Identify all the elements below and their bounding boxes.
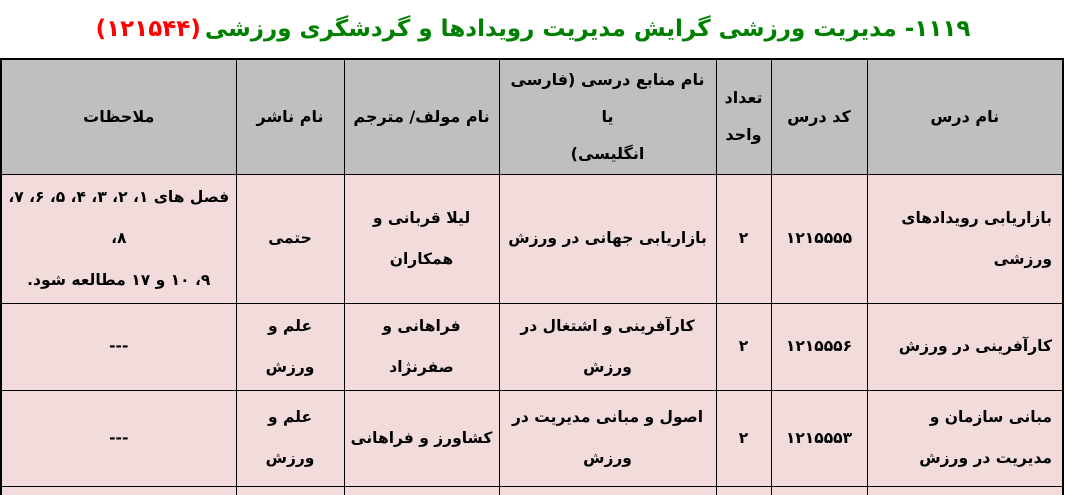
page-title-code: (۱۲۱۵۴۴) bbox=[95, 16, 201, 42]
cell-publisher: دانشگاه پیام نور bbox=[235, 485, 345, 495]
column-header-course-name: نام درس bbox=[866, 58, 1064, 176]
cell-publisher: علم و ورزش bbox=[235, 389, 345, 487]
page-title: ۱۱۱۹- مدیریت ورزشی گرایش مدیریت رویدادها… bbox=[0, 0, 1066, 58]
table-row: کارآفرینی در ورزش ۱۲۱۵۵۵۶ ۲ کارآفرینی و … bbox=[0, 302, 1064, 391]
cell-resource: بازاریابی جهانی در ورزش bbox=[498, 174, 717, 304]
cell-course-name: بازاریابی رویدادهای ورزشی bbox=[866, 174, 1064, 304]
column-header-units: تعداد واحد bbox=[715, 58, 772, 176]
cell-resource: روش تحقیق در تربیت بدنی bbox=[498, 485, 717, 495]
cell-course-name: کارآفرینی در ورزش bbox=[866, 302, 1064, 391]
cell-notes: --- bbox=[0, 302, 237, 391]
cell-notes: فصل های ۱، ۲، ۳، ۵، ۶، ۷، ۸، ۹، ۱۰، ۱۱ و… bbox=[0, 485, 237, 495]
column-header-notes: ملاحظات bbox=[0, 58, 237, 176]
table-row: روش تحقیق در مدیریت ورزش ۱۲۱۵۲۹۴ ۲ روش ت… bbox=[0, 485, 1064, 495]
cell-course-code: ۱۲۱۵۲۹۴ bbox=[770, 485, 868, 495]
cell-units: ۲ bbox=[715, 389, 772, 487]
cell-resource: کارآفرینی و اشتغال در ورزش bbox=[498, 302, 717, 391]
cell-author: لیلا قربانی و همکاران bbox=[343, 174, 500, 304]
course-table: نام درس کد درس تعداد واحد نام منابع درسی… bbox=[0, 58, 1064, 495]
table-header-row: نام درس کد درس تعداد واحد نام منابع درسی… bbox=[0, 58, 1064, 176]
cell-course-code: ۱۲۱۵۵۵۵ bbox=[770, 174, 868, 304]
cell-publisher: علم و ورزش bbox=[235, 302, 345, 391]
cell-units: ۲ bbox=[715, 174, 772, 304]
cell-notes: --- bbox=[0, 389, 237, 487]
cell-author: فراهانی و صفرنژاد bbox=[343, 302, 500, 391]
cell-units: ۲ bbox=[715, 485, 772, 495]
cell-course-name: مبانی سازمان و مدیریت در ورزش bbox=[866, 389, 1064, 487]
cell-course-code: ۱۲۱۵۵۵۳ bbox=[770, 389, 868, 487]
cell-course-code: ۱۲۱۵۵۵۶ bbox=[770, 302, 868, 391]
cell-resource: اصول و مبانی مدیریت در ورزش bbox=[498, 389, 717, 487]
cell-notes: فصل های ۱، ۲، ۳، ۴، ۵، ۶، ۷، ۸، ۹، ۱۰ و … bbox=[0, 174, 237, 304]
column-header-resource: نام منابع درسی (فارسی یا انگلیسی) bbox=[498, 58, 717, 176]
cell-units: ۲ bbox=[715, 302, 772, 391]
column-header-publisher: نام ناشر bbox=[235, 58, 345, 176]
column-header-author: نام مولف/ مترجم bbox=[343, 58, 500, 176]
page-title-text: ۱۱۱۹- مدیریت ورزشی گرایش مدیریت رویدادها… bbox=[204, 16, 971, 42]
cell-author: کشاورز و فراهانی bbox=[343, 389, 500, 487]
table-row: مبانی سازمان و مدیریت در ورزش ۱۲۱۵۵۵۳ ۲ … bbox=[0, 389, 1064, 487]
cell-course-name: روش تحقیق در مدیریت ورزش bbox=[866, 485, 1064, 495]
cell-author: کشاورز و همکاران bbox=[343, 485, 500, 495]
table-row: بازاریابی رویدادهای ورزشی ۱۲۱۵۵۵۵ ۲ بازا… bbox=[0, 174, 1064, 304]
cell-publisher: حتمی bbox=[235, 174, 345, 304]
column-header-course-code: کد درس bbox=[770, 58, 868, 176]
